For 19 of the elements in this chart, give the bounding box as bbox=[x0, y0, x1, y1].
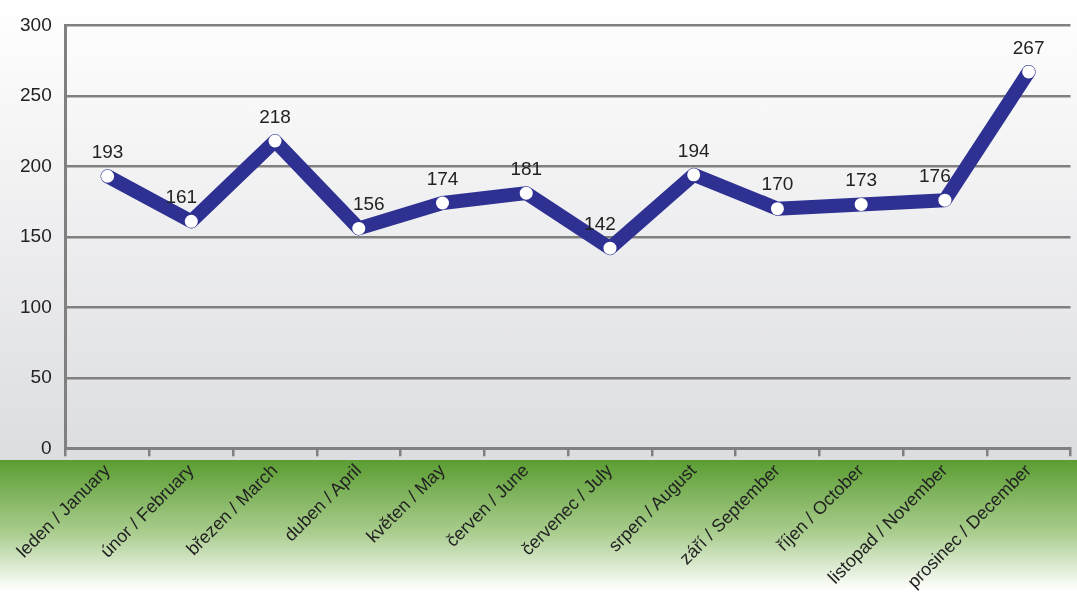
data-label: 142 bbox=[584, 212, 616, 234]
y-tick-label: 50 bbox=[30, 366, 52, 388]
data-label: 218 bbox=[259, 105, 291, 127]
data-label: 156 bbox=[352, 193, 385, 215]
y-tick-label: 0 bbox=[41, 436, 52, 458]
data-label: 161 bbox=[165, 186, 198, 208]
y-tick-label: 250 bbox=[20, 84, 52, 106]
data-label: 267 bbox=[1012, 36, 1045, 58]
y-tick-label: 100 bbox=[20, 295, 52, 317]
data-label: 174 bbox=[426, 167, 459, 189]
y-tick-label: 150 bbox=[20, 225, 52, 247]
data-label: 181 bbox=[510, 157, 543, 179]
y-tick-label: 200 bbox=[20, 154, 52, 176]
data-label: 176 bbox=[919, 164, 951, 186]
data-label: 170 bbox=[761, 173, 794, 195]
y-tick-label: 300 bbox=[20, 13, 52, 35]
data-label: 193 bbox=[91, 140, 124, 162]
data-label: 173 bbox=[845, 169, 878, 191]
data-label: 194 bbox=[677, 139, 710, 161]
